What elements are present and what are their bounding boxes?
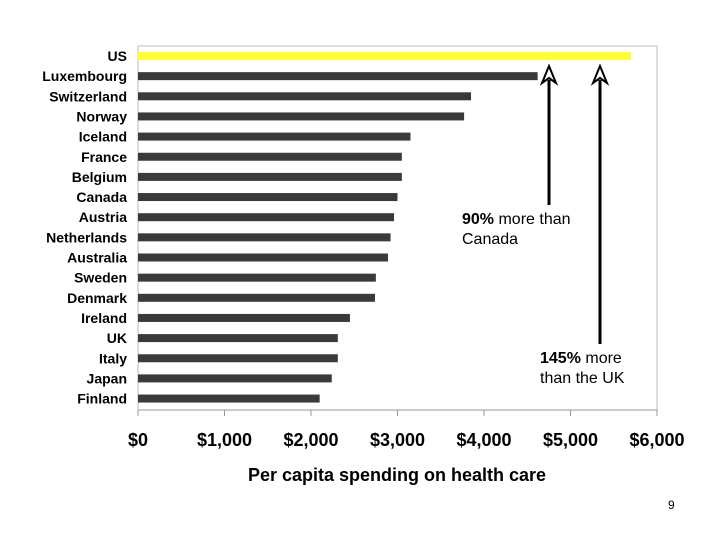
bar-japan xyxy=(138,374,332,383)
category-label: Australia xyxy=(67,250,127,266)
category-label: Japan xyxy=(87,370,127,386)
annotation-canada-pct: 90% xyxy=(462,211,495,228)
bar-belgium xyxy=(138,172,402,181)
bar-finland xyxy=(138,394,320,403)
category-label: Luxembourg xyxy=(42,68,127,84)
annotation-canada-line2: Canada xyxy=(462,231,519,248)
x-axis-label: Per capita spending on health care xyxy=(248,465,546,485)
bar-denmark xyxy=(138,293,376,302)
arrow-uk xyxy=(590,63,610,344)
x-tick-label: $3,000 xyxy=(370,430,425,450)
bar-us xyxy=(138,52,632,60)
category-label: Finland xyxy=(77,391,127,407)
category-label: UK xyxy=(107,330,127,346)
x-tick-label: $5,000 xyxy=(543,430,598,450)
category-label: Austria xyxy=(79,209,127,225)
bar-italy xyxy=(138,354,338,363)
x-tick-label: $2,000 xyxy=(283,430,338,450)
page-number: 9 xyxy=(668,498,675,512)
x-tick-label: $6,000 xyxy=(629,430,684,450)
bar-switzerland xyxy=(138,92,472,101)
category-label: France xyxy=(81,149,127,165)
category-label: Switzerland xyxy=(49,88,127,104)
category-label: Ireland xyxy=(81,310,127,326)
bar-norway xyxy=(138,112,465,121)
annotation-uk-line2: than the UK xyxy=(540,370,625,387)
annotation-canada-text: more than xyxy=(494,211,571,228)
bar-iceland xyxy=(138,132,411,141)
annotation-uk: 145% more than the UK xyxy=(540,349,625,389)
category-label: Belgium xyxy=(72,169,127,185)
bar-uk xyxy=(138,334,338,343)
bar-luxembourg xyxy=(138,72,538,81)
category-label: Canada xyxy=(76,189,127,205)
category-label: US xyxy=(108,48,127,64)
category-label: Iceland xyxy=(79,129,127,145)
category-label: Italy xyxy=(99,350,127,366)
bar-france xyxy=(138,152,402,161)
category-label: Norway xyxy=(76,108,127,124)
bar-netherlands xyxy=(138,233,391,242)
x-tick-label: $4,000 xyxy=(456,430,511,450)
bar-sweden xyxy=(138,273,376,282)
category-label: Sweden xyxy=(74,270,127,286)
arrow-canada xyxy=(539,63,559,205)
bar-ireland xyxy=(138,313,350,322)
x-tick-label: $0 xyxy=(128,430,148,450)
bar-austria xyxy=(138,213,395,222)
x-tick-label: $1,000 xyxy=(197,430,252,450)
category-label: Netherlands xyxy=(46,229,127,245)
annotation-uk-pct: 145% xyxy=(540,350,581,367)
bar-canada xyxy=(138,193,398,202)
category-label: Denmark xyxy=(67,290,127,306)
annotation-canada: 90% more than Canada xyxy=(462,210,571,250)
annotation-uk-text: more xyxy=(580,350,622,367)
bar-australia xyxy=(138,253,388,262)
